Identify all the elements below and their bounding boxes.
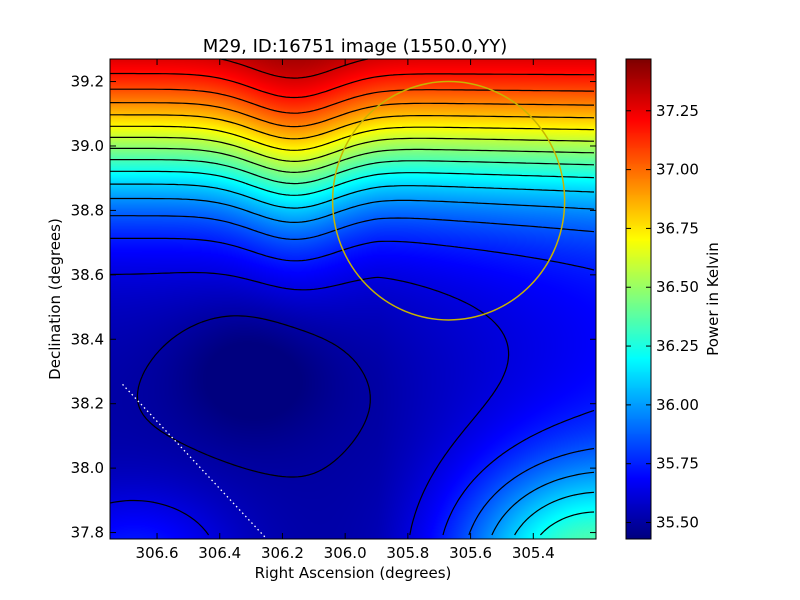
y-tick-label: 37.8: [71, 524, 104, 542]
galactic-plane-line: [122, 383, 268, 540]
y-tick-label: 39.2: [71, 73, 104, 91]
beam-circle: [331, 80, 566, 321]
contour-line: [110, 72, 594, 99]
y-axis-label: Declination (degrees): [46, 218, 64, 380]
contour-line: [110, 136, 594, 162]
annotations: [122, 80, 566, 540]
colorbar-gradient: [626, 59, 651, 539]
contour-line: [110, 215, 595, 536]
chart-title: M29, ID:16751 image (1550.0,YY): [203, 36, 508, 57]
contour-line: [110, 237, 595, 536]
colorbar-ticks: 35.50 35.75 36.00 36.25 36.50 36.75 37.00 37.25: [626, 102, 699, 532]
colorbar-tick-label: 37.25: [656, 102, 699, 120]
plot-frame: [109, 58, 597, 540]
colorbar-tick-label: 37.00: [656, 161, 699, 179]
x-tick-label: 306.6: [136, 544, 179, 562]
y-tick-label: 38.8: [71, 201, 104, 219]
x-tick-label: 305.8: [386, 544, 429, 562]
colorbar-tick-label: 36.75: [656, 219, 699, 237]
colorbar-tick-label: 35.75: [656, 455, 699, 473]
x-tick-label: 305.4: [512, 544, 555, 562]
y-tick-label: 38.6: [71, 266, 104, 284]
contour-line: [110, 147, 595, 173]
colorbar-frame: [625, 58, 652, 540]
y-tick-label: 38.0: [71, 459, 104, 477]
y-tick-label: 39.0: [71, 137, 104, 155]
contour-line: [136, 315, 371, 478]
y-tick-label: 38.4: [71, 330, 104, 348]
x-tick-label: 306.2: [261, 544, 304, 562]
colorbar-label: Power in Kelvin: [704, 242, 722, 356]
contour-line: [110, 170, 595, 536]
x-tick-label: 306.4: [198, 544, 241, 562]
contour-line: [110, 114, 595, 140]
heatmap-image: [110, 59, 596, 539]
contour-lines: [109, 58, 595, 536]
contour-line: [110, 125, 595, 151]
contour-line: [110, 183, 595, 536]
contour-line: [110, 102, 594, 128]
colorbar-tick-label: 35.50: [656, 514, 699, 532]
contour-line: [110, 159, 595, 185]
x-axis-label: Right Ascension (degrees): [255, 564, 452, 582]
contour-line: [110, 197, 595, 536]
y-tick-label: 38.2: [71, 395, 104, 413]
colorbar: 35.50 35.75 36.00 36.25 36.50 36.75 37.00 37.25…: [625, 58, 722, 540]
colorbar-tick-label: 36.00: [656, 396, 699, 414]
colorbar-tick-label: 36.50: [656, 278, 699, 296]
colorbar-tick-label: 36.25: [656, 337, 699, 355]
y-axis: 37.8 38.0 38.2 38.4 38.6 38.8 39.0 39.2: [71, 73, 596, 542]
plot-area: [109, 58, 597, 540]
x-tick-label: 305.6: [449, 544, 492, 562]
contour-line: [110, 88, 595, 114]
x-axis: 306.6 306.4 306.2 306.0 305.8 305.6 305.4: [136, 59, 555, 562]
x-tick-label: 306.0: [324, 544, 367, 562]
